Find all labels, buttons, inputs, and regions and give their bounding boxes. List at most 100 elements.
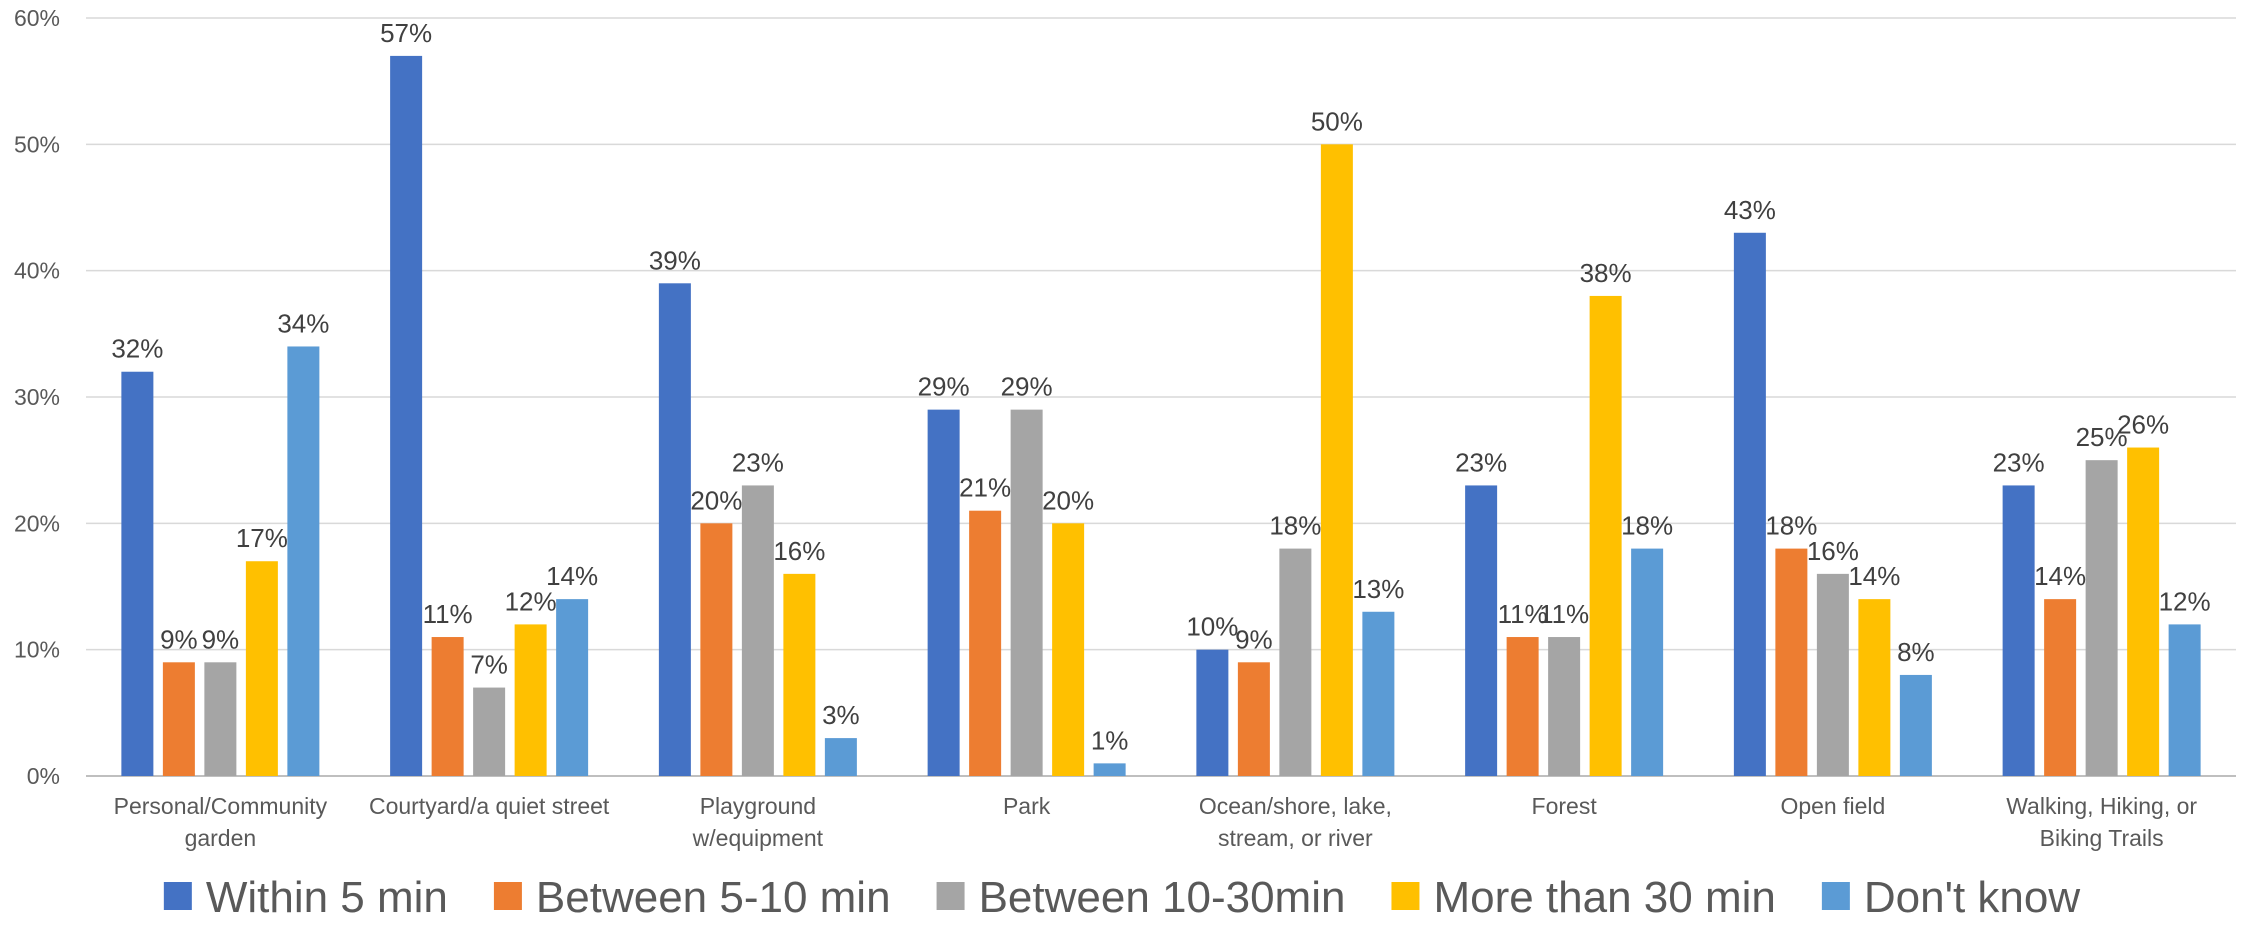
bar <box>514 624 547 776</box>
legend-swatch <box>163 882 192 910</box>
legend-swatch <box>936 882 965 910</box>
x-axis-categories: Personal/Community garden Courtyard/a quie… <box>114 793 2198 851</box>
y-tick-label: 60% <box>14 5 60 31</box>
data-label: 20% <box>1042 485 1094 515</box>
data-label: 34% <box>277 308 329 338</box>
bar <box>556 599 589 776</box>
bar <box>1279 548 1312 776</box>
bar <box>1320 144 1353 777</box>
data-label: 23% <box>1455 447 1507 477</box>
data-label: 9% <box>202 624 240 654</box>
data-label: 26% <box>2117 410 2169 440</box>
data-label: 29% <box>918 372 970 402</box>
legend-item: Between 10-30min <box>936 873 1346 922</box>
y-axis-ticks: 0% 10% 20% 30% 40% 50% 60% <box>14 5 60 789</box>
data-label: 16% <box>1807 536 1859 566</box>
data-label: 32% <box>111 334 163 364</box>
data-label: 18% <box>1621 511 1673 541</box>
x-tick-label: Courtyard/a quiet street <box>369 793 610 819</box>
legend-item: Within 5 min <box>163 873 448 922</box>
data-label: 7% <box>470 650 508 680</box>
data-label: 8% <box>1897 637 1935 667</box>
bar <box>783 573 816 776</box>
data-label: 38% <box>1580 258 1632 288</box>
legend-label: More than 30 min <box>1433 873 1775 922</box>
data-labels: 32%9% 9%17%34%57%11%7%12%14%39%20%23%16%3… <box>111 18 2210 755</box>
bar <box>121 371 154 776</box>
data-label: 57% <box>380 18 432 48</box>
data-label: 9% <box>1235 624 1273 654</box>
y-tick-label: 50% <box>14 131 60 157</box>
bar <box>1548 637 1581 776</box>
bar <box>287 346 320 776</box>
legend-label: Within 5 min <box>206 873 448 922</box>
bar <box>2127 447 2160 776</box>
y-tick-label: 0% <box>27 763 60 789</box>
data-label: 13% <box>1352 574 1404 604</box>
legend-swatch <box>493 882 522 910</box>
data-label: 21% <box>959 473 1011 503</box>
x-tick-label: Walking, Hiking, or Biking Trails <box>2006 793 2197 851</box>
data-label: 14% <box>546 561 598 591</box>
bar <box>1899 674 1932 776</box>
bar <box>1858 599 1891 776</box>
legend-label: Between 5-10 min <box>536 873 891 922</box>
bar <box>658 283 691 776</box>
bar <box>1816 573 1849 776</box>
bar <box>969 510 1002 776</box>
bar <box>1465 485 1498 776</box>
data-label: 18% <box>1765 511 1817 541</box>
bar <box>1506 637 1539 776</box>
data-label: 9% <box>160 624 198 654</box>
bar <box>1775 548 1808 776</box>
data-label: 43% <box>1724 195 1776 225</box>
legend-swatch <box>1391 882 1420 910</box>
data-label: 18% <box>1269 511 1321 541</box>
y-tick-label: 30% <box>14 384 60 410</box>
data-label: 20% <box>690 485 742 515</box>
bar <box>2044 599 2077 776</box>
data-label: 29% <box>1001 372 1053 402</box>
bar <box>162 662 195 776</box>
bar <box>2002 485 2035 776</box>
bars <box>121 55 2201 777</box>
bar <box>390 55 423 776</box>
legend-swatch <box>1821 882 1850 910</box>
legend-label: Don't know <box>1864 873 2081 922</box>
legend-item: Between 5-10 min <box>493 873 891 922</box>
legend-label: Between 10-30min <box>979 873 1346 922</box>
bar <box>700 523 733 776</box>
y-tick-label: 20% <box>14 510 60 536</box>
bar <box>1010 409 1043 776</box>
bar <box>431 637 464 776</box>
bar <box>1196 649 1229 776</box>
bar <box>1237 662 1270 776</box>
y-tick-label: 40% <box>14 258 60 284</box>
bar <box>1631 548 1664 776</box>
bar <box>1093 763 1126 776</box>
legend-item: Don't know <box>1821 873 2081 922</box>
x-tick-label: Ocean/shore, lake, stream, or river <box>1199 793 1392 851</box>
data-label: 11% <box>1539 599 1589 629</box>
bar <box>1589 295 1622 776</box>
bar <box>824 738 857 776</box>
data-label: 25% <box>2076 422 2128 452</box>
data-label: 14% <box>2034 561 2086 591</box>
data-label: 16% <box>773 536 825 566</box>
x-tick-label: Park <box>1003 793 1051 819</box>
x-tick-label: Forest <box>1532 793 1598 819</box>
data-label: 50% <box>1311 106 1363 136</box>
x-tick-label: Personal/Community garden <box>114 793 328 851</box>
data-label: 1% <box>1091 725 1129 755</box>
data-label: 39% <box>649 245 701 275</box>
legend-item: More than 30 min <box>1391 873 1776 922</box>
x-tick-label: Playground w/equipment <box>692 793 824 851</box>
data-label: 17% <box>236 523 288 553</box>
data-label: 12% <box>505 586 557 616</box>
bar <box>2085 460 2118 776</box>
bar <box>1362 611 1395 776</box>
bar <box>204 662 237 776</box>
bar <box>245 561 278 776</box>
